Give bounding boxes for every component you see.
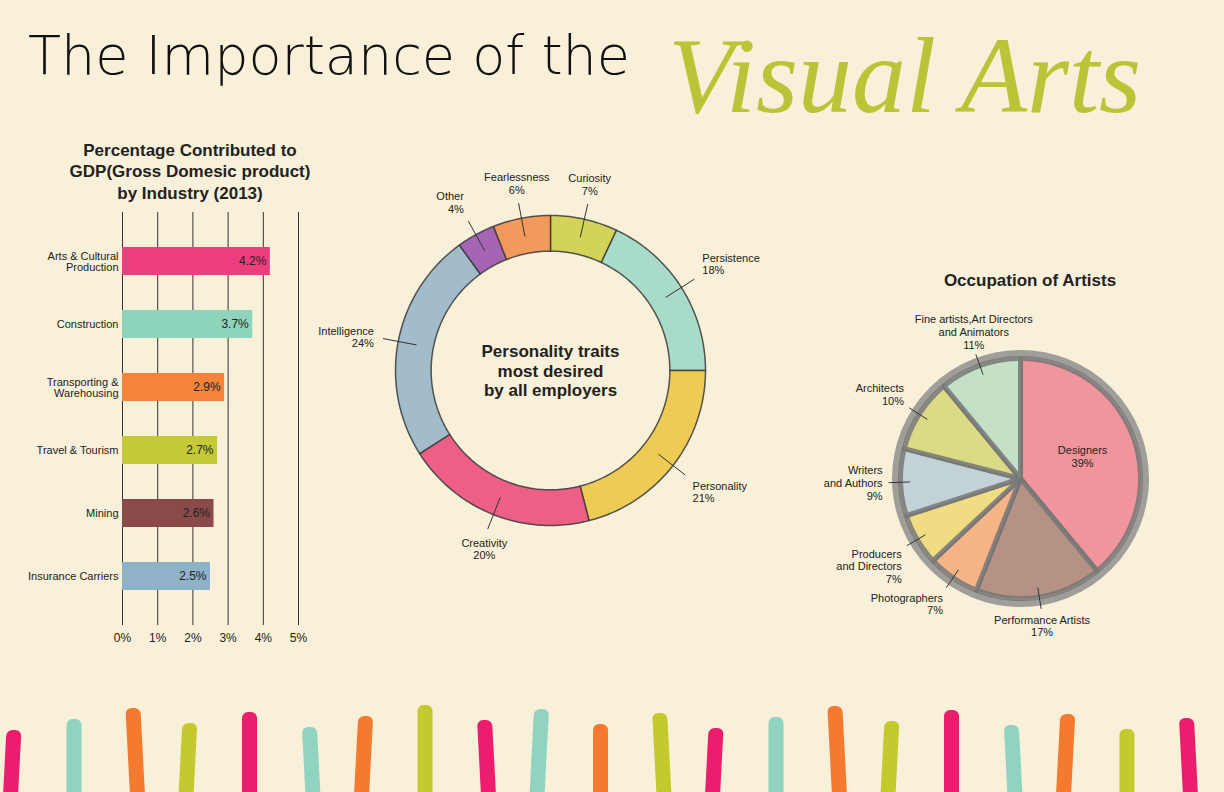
svg-text:Arts & CulturalProduction: Arts & CulturalProduction xyxy=(48,250,119,273)
svg-text:5%: 5% xyxy=(290,631,308,645)
svg-text:Creativity20%: Creativity20% xyxy=(461,537,507,562)
html-text:Percentage Contributed to GDP(: Percentage Contributed to GDP(Gross Dome… xyxy=(69,141,311,203)
svg-text:Writersand Authors9%: Writersand Authors9% xyxy=(824,464,883,501)
svg-text:Photographers7%: Photographers7% xyxy=(871,592,944,617)
svg-text:Personality traitsmost desired: Personality traitsmost desiredby all emp… xyxy=(482,342,620,400)
svg-text:Travel & Tourism: Travel & Tourism xyxy=(37,444,119,456)
svg-text:Transporting &Warehousing: Transporting &Warehousing xyxy=(47,376,119,399)
svg-text:2%: 2% xyxy=(184,631,202,645)
svg-text:Mining: Mining xyxy=(86,507,118,519)
svg-text:1%: 1% xyxy=(149,631,167,645)
svg-text:0%: 0% xyxy=(114,631,132,645)
svg-text:4%: 4% xyxy=(255,631,273,645)
svg-text:3%: 3% xyxy=(219,631,237,645)
svg-text:4.2%: 4.2% xyxy=(239,254,267,268)
svg-text:Other4%: Other4% xyxy=(436,190,464,215)
svg-text:Designers39%: Designers39% xyxy=(1058,444,1108,469)
svg-text:Architects10%: Architects10% xyxy=(856,382,905,407)
svg-text:Performance Artists17%: Performance Artists17% xyxy=(994,614,1090,639)
svg-text:3.7%: 3.7% xyxy=(221,317,249,331)
svg-text:2.6%: 2.6% xyxy=(183,506,211,520)
svg-text:Persistence18%: Persistence18% xyxy=(702,252,759,277)
html-text:Occupation of Artists: Occupation of Artists xyxy=(943,271,1117,290)
svg-text:Producersand Directors7%: Producersand Directors7% xyxy=(836,548,902,585)
svg-text:2.9%: 2.9% xyxy=(193,380,221,394)
svg-text:Fearlessness6%: Fearlessness6% xyxy=(484,171,550,196)
svg-text:Construction: Construction xyxy=(57,318,119,330)
svg-text:Intelligence24%: Intelligence24% xyxy=(318,325,374,350)
html-text:The Importance of the Visual A: The Importance of the Visual Arts xyxy=(28,16,1142,135)
svg-text:Insurance Carriers: Insurance Carriers xyxy=(28,570,119,582)
svg-text:Personality21%: Personality21% xyxy=(693,480,748,505)
svg-text:Fine artists,Art Directorsand: Fine artists,Art Directorsand Animators1… xyxy=(915,313,1033,350)
svg-text:Curiosity7%: Curiosity7% xyxy=(568,172,611,197)
svg-text:2.5%: 2.5% xyxy=(179,569,207,583)
svg-text:2.7%: 2.7% xyxy=(186,443,214,457)
